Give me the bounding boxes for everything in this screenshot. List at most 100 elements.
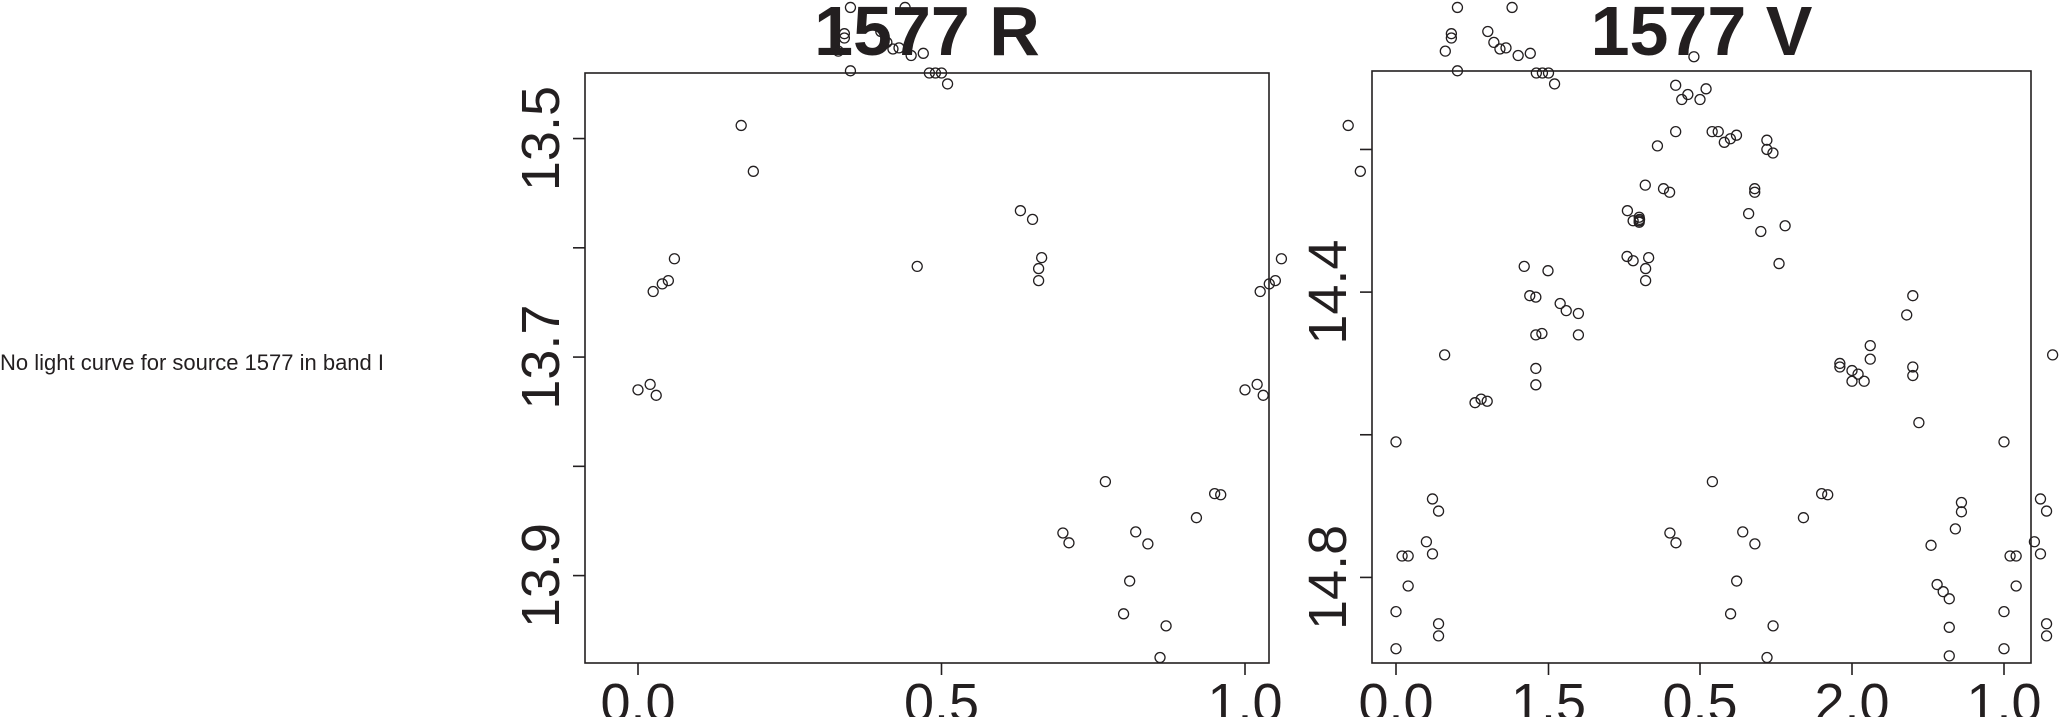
data-point-1-17 bbox=[2040, 505, 2053, 517]
data-point-0-39 bbox=[1512, 49, 1524, 62]
x-tick-label-0-4: 2.0 bbox=[1814, 673, 1889, 717]
data-point-0-52 bbox=[1014, 205, 1027, 217]
data-point-0-64 bbox=[1063, 537, 1075, 549]
data-point-1-62 bbox=[1627, 215, 1639, 227]
x-tick-label-0-2: 1.0 bbox=[1207, 673, 1282, 717]
data-point-1-4 bbox=[1390, 436, 1402, 448]
data-point-1-96 bbox=[1730, 129, 1743, 141]
data-point-1-148 bbox=[1943, 593, 1955, 605]
data-point-0-42 bbox=[923, 67, 936, 79]
data-point-1-154 bbox=[1949, 523, 1962, 535]
data-point-0-17 bbox=[1354, 165, 1366, 177]
data-point-1-66 bbox=[1639, 179, 1651, 191]
data-point-1-86 bbox=[1700, 83, 1712, 95]
data-point-1-19 bbox=[2034, 548, 2047, 560]
data-point-1-88 bbox=[1706, 125, 1718, 138]
data-point-1-22 bbox=[1432, 618, 1445, 630]
data-point-0-5 bbox=[1257, 389, 1269, 401]
data-point-1-18 bbox=[1426, 548, 1439, 560]
y-tick-label-1-1: 14.8 bbox=[1298, 525, 1358, 630]
data-point-0-68 bbox=[1117, 608, 1130, 620]
data-point-1-1 bbox=[1998, 605, 2010, 618]
data-point-0-41 bbox=[1524, 47, 1536, 59]
data-point-1-156 bbox=[1955, 506, 1968, 518]
data-point-0-12 bbox=[668, 253, 681, 265]
x-tick-label-0-0: 0.0 bbox=[600, 673, 675, 717]
data-point-0-21 bbox=[1445, 28, 1458, 40]
data-point-1-46 bbox=[1554, 297, 1566, 310]
x-tick-label-1-0: 0.0 bbox=[1358, 673, 1433, 717]
data-point-1-26 bbox=[1469, 397, 1481, 409]
data-point-1-8 bbox=[1402, 550, 1414, 562]
data-point-1-122 bbox=[1846, 375, 1858, 387]
data-point-0-11 bbox=[1269, 274, 1281, 287]
data-point-1-70 bbox=[1657, 183, 1670, 195]
no-light-curve-message: No light curve for source 1577 in band I bbox=[0, 350, 385, 375]
data-point-1-136 bbox=[1907, 361, 1919, 373]
data-point-0-75 bbox=[1749, 538, 1761, 550]
data-point-0-67 bbox=[1706, 475, 1719, 488]
data-point-1-142 bbox=[1925, 539, 1937, 551]
data-point-1-82 bbox=[1688, 51, 1700, 63]
data-point-1-38 bbox=[1524, 290, 1536, 302]
data-point-0-85 bbox=[1822, 489, 1834, 501]
data-point-1-40 bbox=[1530, 291, 1542, 303]
data-point-1-7 bbox=[2004, 550, 2016, 562]
data-point-0-38 bbox=[905, 49, 917, 62]
data-point-0-13 bbox=[1275, 253, 1288, 265]
data-point-0-6 bbox=[647, 285, 659, 298]
data-point-1-134 bbox=[1907, 290, 1919, 302]
data-point-0-82 bbox=[1209, 487, 1221, 500]
data-point-1-74 bbox=[1670, 125, 1682, 138]
data-point-1-126 bbox=[1858, 375, 1870, 387]
chart-title-1: 1577 V bbox=[1591, 0, 1813, 70]
data-point-1-16 bbox=[1432, 505, 1445, 517]
data-point-0-31 bbox=[1488, 36, 1500, 49]
data-point-0-16 bbox=[747, 165, 759, 177]
data-point-0-73 bbox=[1737, 526, 1749, 538]
data-point-0-66 bbox=[1099, 475, 1112, 488]
data-point-1-9 bbox=[2010, 550, 2022, 562]
data-point-0-44 bbox=[929, 67, 942, 79]
data-point-1-120 bbox=[1846, 364, 1858, 377]
data-point-1-3 bbox=[1998, 643, 2010, 655]
data-point-0-30 bbox=[881, 36, 893, 49]
data-point-0-40 bbox=[917, 47, 929, 59]
data-point-0-74 bbox=[1142, 538, 1154, 550]
data-point-0-36 bbox=[899, 1, 911, 14]
data-point-0-1 bbox=[1239, 384, 1251, 396]
data-point-0-50 bbox=[911, 260, 923, 273]
data-point-1-0 bbox=[1390, 605, 1402, 618]
data-point-1-28 bbox=[1475, 393, 1487, 405]
data-point-0-59 bbox=[1643, 251, 1655, 264]
data-point-0-28 bbox=[875, 25, 887, 38]
x-tick-label-1-1: 0.5 bbox=[1662, 673, 1737, 717]
data-point-1-92 bbox=[1718, 136, 1730, 148]
data-point-0-53 bbox=[1621, 205, 1634, 217]
data-point-0-57 bbox=[1639, 262, 1652, 275]
data-point-1-104 bbox=[1761, 134, 1773, 146]
data-point-1-56 bbox=[1627, 255, 1639, 267]
data-point-1-23 bbox=[2040, 618, 2053, 630]
data-point-1-98 bbox=[1742, 208, 1755, 220]
data-point-1-118 bbox=[1834, 361, 1846, 373]
data-point-1-30 bbox=[1481, 395, 1493, 407]
data-point-1-158 bbox=[1955, 496, 1968, 509]
data-point-0-61 bbox=[1639, 274, 1652, 287]
data-point-1-140 bbox=[1913, 416, 1925, 429]
data-point-0-63 bbox=[1664, 527, 1676, 539]
data-point-0-15 bbox=[1342, 119, 1354, 132]
data-point-0-54 bbox=[1026, 213, 1039, 226]
data-point-0-62 bbox=[1057, 527, 1069, 539]
data-point-0-3 bbox=[1251, 378, 1263, 391]
data-point-1-11 bbox=[2010, 580, 2022, 592]
data-point-1-36 bbox=[1530, 362, 1542, 375]
data-point-1-76 bbox=[1670, 79, 1682, 91]
data-point-1-15 bbox=[2034, 493, 2047, 505]
data-point-0-49 bbox=[1548, 78, 1561, 90]
data-point-1-34 bbox=[1530, 379, 1542, 391]
data-point-0-76 bbox=[1154, 651, 1166, 664]
data-point-0-27 bbox=[1451, 1, 1464, 14]
data-point-0-24 bbox=[844, 65, 857, 77]
